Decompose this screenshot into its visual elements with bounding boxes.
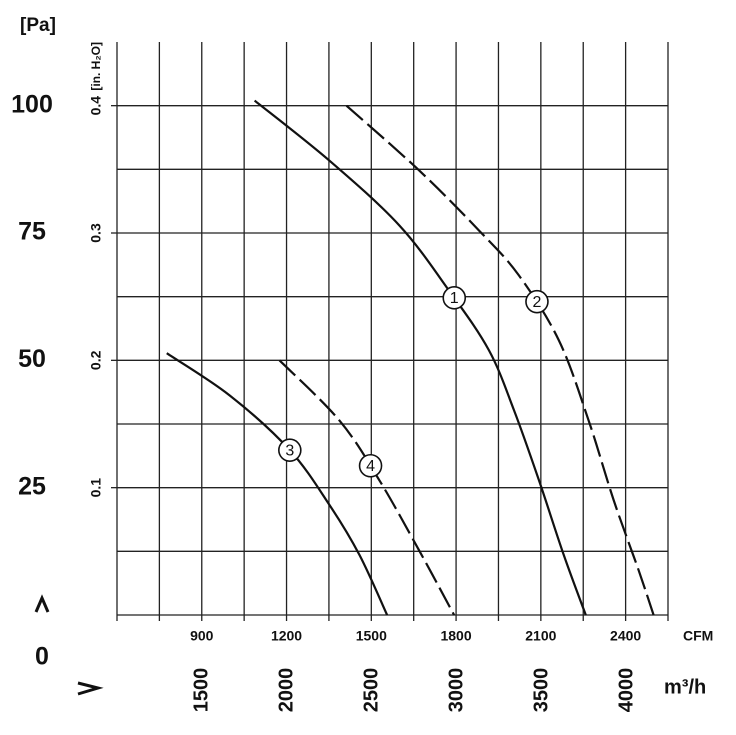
y-axis-label: [Pa] — [20, 15, 56, 36]
curve — [166, 352, 389, 616]
curve-label-circle — [525, 289, 549, 314]
y2-tick-label: 0.3 — [88, 223, 104, 243]
curve — [278, 359, 456, 616]
y-tick-label: 25 — [18, 472, 46, 500]
y-tick-label: 100 — [11, 90, 53, 118]
curve-label-circle — [442, 286, 467, 310]
x2-tick-label: 2000 — [275, 668, 297, 713]
curve-label: 1 — [450, 290, 459, 307]
x2-tick-label: 2500 — [360, 668, 382, 713]
x-tick-label: 1500 — [356, 628, 387, 644]
x-axis-label: CFM — [683, 628, 713, 644]
curve-label-circle — [278, 438, 302, 462]
curve — [345, 104, 655, 616]
x-tick-label: 1200 — [271, 628, 302, 644]
x2-tick-label: 1500 — [190, 668, 212, 713]
y2-tick-label: 0.1 — [88, 478, 104, 498]
x-tick-label: 1800 — [440, 628, 471, 644]
y2-axis-label: [in. H₂O] — [89, 42, 103, 91]
x-tick-label: 2100 — [525, 628, 556, 644]
x-tick-label: 2400 — [610, 628, 641, 644]
curve — [253, 99, 587, 616]
y2-tick-label: 0.4 — [88, 96, 104, 116]
y-tick-label: 75 — [18, 218, 46, 246]
curve-label: 2 — [533, 294, 542, 311]
x2-axis-label: m³/h — [664, 676, 706, 698]
right-arrow — [77, 681, 104, 696]
y-tick-label: 50 — [18, 345, 46, 373]
curve-label: 3 — [285, 442, 294, 459]
up-arrow — [34, 594, 50, 613]
curve-label-circle — [358, 453, 383, 478]
x-tick-label: 900 — [190, 628, 214, 644]
x2-tick-label: 3000 — [445, 668, 467, 713]
y2-tick-label: 0.2 — [88, 350, 104, 370]
origin-label: 0 — [35, 643, 49, 671]
curve-label: 4 — [366, 458, 375, 475]
x2-tick-label: 3500 — [530, 668, 552, 713]
x2-tick-label: 4000 — [615, 668, 637, 713]
